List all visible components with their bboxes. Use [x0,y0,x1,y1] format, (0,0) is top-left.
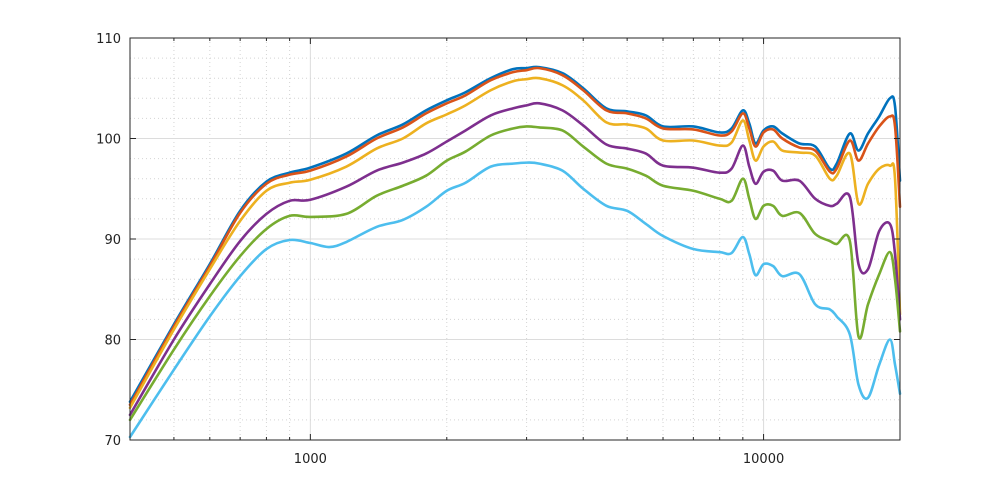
y-tick-label: 100 [96,133,121,148]
series-line-2 [128,66,902,407]
grid [129,37,901,441]
y-tick-label: 90 [104,233,121,248]
series-line-6 [128,161,902,439]
x-axis-tick-labels: 1000 10000 [294,452,784,467]
y-tick-label: 70 [104,434,121,449]
series-line-3 [128,76,902,410]
series-line-4 [128,101,902,417]
axis-ticks [129,37,901,441]
y-tick-label: 80 [104,334,121,349]
series-line-1 [128,65,902,404]
series-lines [128,65,902,439]
series-line-5 [128,125,902,422]
x-tick-label: 10000 [743,452,784,467]
y-axis-tick-labels: 70 80 90 100 110 [96,32,121,449]
y-tick-label: 110 [96,32,121,47]
x-tick-label: 1000 [294,452,327,467]
